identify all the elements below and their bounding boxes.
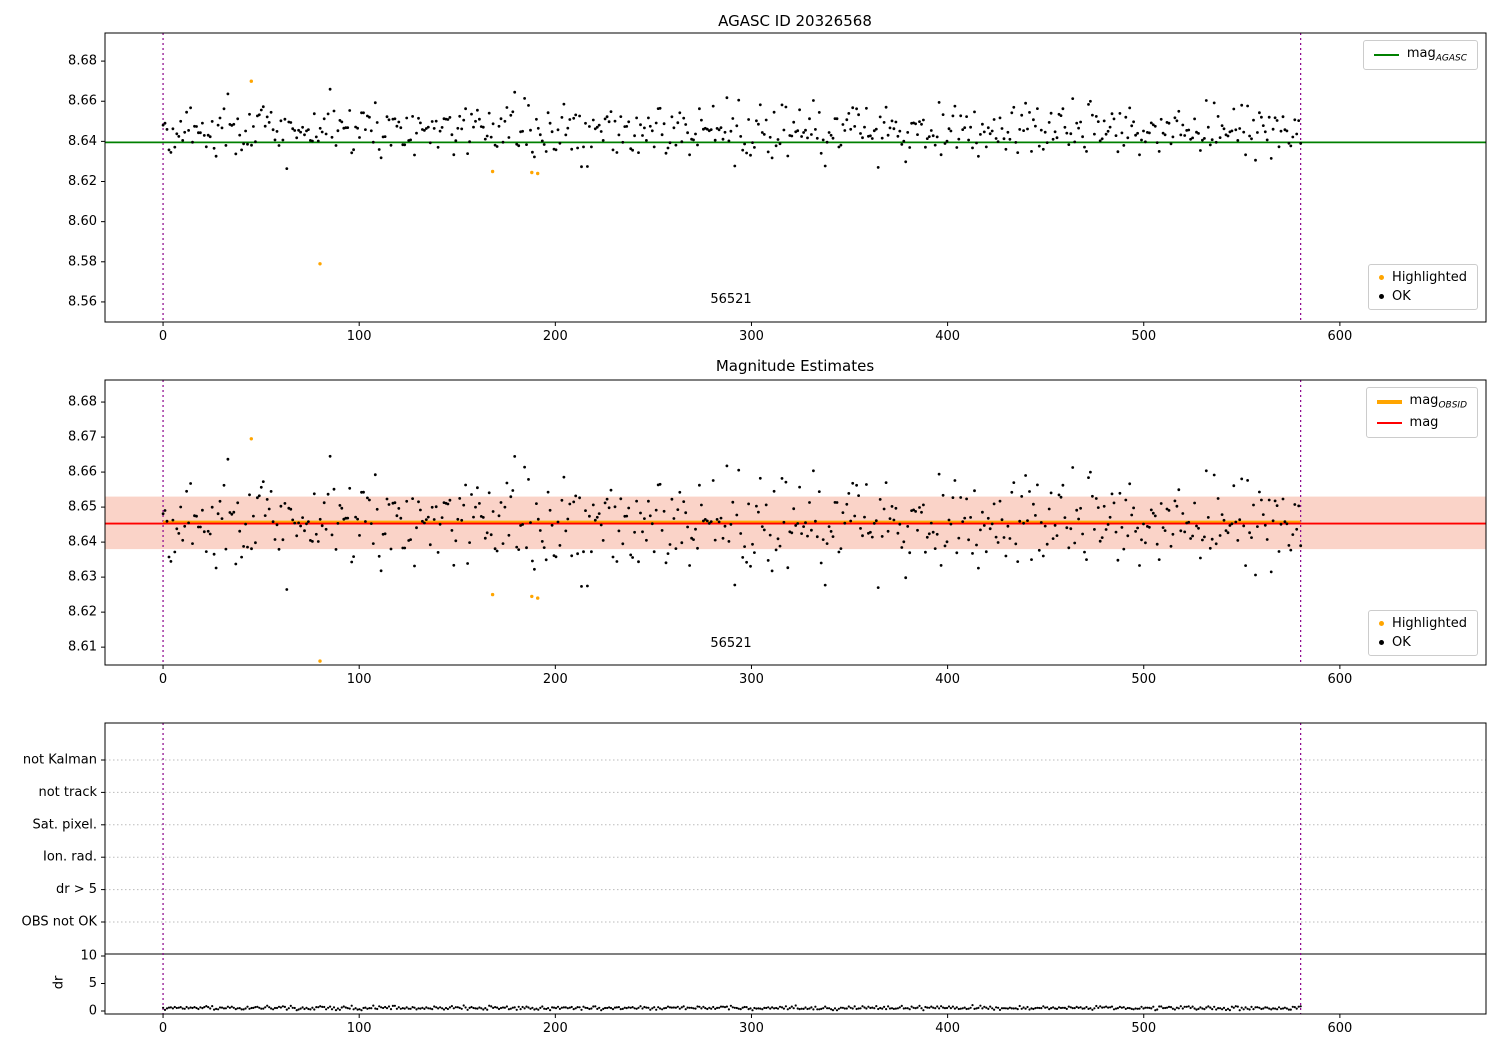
svg-text:600: 600 bbox=[1327, 329, 1352, 344]
svg-text:not Kalman: not Kalman bbox=[23, 753, 97, 768]
red-line-swatch bbox=[1376, 422, 1402, 425]
svg-text:8.64: 8.64 bbox=[68, 535, 97, 550]
orange-dot-swatch bbox=[1379, 621, 1385, 626]
svg-text:100: 100 bbox=[347, 1021, 372, 1036]
svg-text:dr > 5: dr > 5 bbox=[56, 882, 97, 897]
svg-text:8.65: 8.65 bbox=[68, 500, 97, 515]
svg-text:8.58: 8.58 bbox=[68, 254, 97, 269]
legend-label: OK bbox=[1392, 289, 1411, 304]
svg-text:0: 0 bbox=[159, 329, 167, 344]
legend-label-sub: AGASC bbox=[1435, 53, 1467, 64]
legend-item-highlighted: Highlighted bbox=[1379, 616, 1467, 631]
svg-text:300: 300 bbox=[739, 329, 764, 344]
ok-scatter-points bbox=[161, 454, 1303, 591]
svg-text:300: 300 bbox=[739, 1021, 764, 1036]
obsid-annotation-plot1: 56521 bbox=[710, 292, 752, 307]
plot-frame bbox=[104, 722, 1487, 1015]
svg-text:Sat. pixel.: Sat. pixel. bbox=[33, 817, 97, 832]
svg-text:600: 600 bbox=[1327, 1021, 1352, 1036]
svg-text:500: 500 bbox=[1131, 329, 1156, 344]
legend-label: magAGASC bbox=[1407, 46, 1467, 64]
svg-text:8.66: 8.66 bbox=[68, 94, 97, 109]
svg-text:200: 200 bbox=[543, 1021, 568, 1036]
plot-frame bbox=[104, 32, 1487, 323]
obsid-annotation-plot2: 56521 bbox=[710, 636, 752, 651]
plot1-title: AGASC ID 20326568 bbox=[718, 12, 872, 30]
black-dot-swatch bbox=[1379, 294, 1385, 299]
legend-plot2-markers: Highlighted OK bbox=[1368, 610, 1478, 656]
legend-label-main: mag bbox=[1409, 393, 1439, 408]
legend-label-main: mag bbox=[1409, 414, 1439, 430]
svg-text:0: 0 bbox=[159, 672, 167, 687]
svg-text:8.60: 8.60 bbox=[68, 214, 97, 229]
svg-text:600: 600 bbox=[1327, 672, 1352, 687]
svg-text:8.67: 8.67 bbox=[68, 430, 97, 445]
svg-text:8.56: 8.56 bbox=[68, 294, 97, 309]
svg-text:8.68: 8.68 bbox=[68, 395, 97, 410]
svg-text:5: 5 bbox=[89, 976, 97, 991]
legend-mag-agasc: magAGASC bbox=[1362, 40, 1478, 70]
svg-text:100: 100 bbox=[347, 672, 372, 687]
legend-item-mag: mag bbox=[1376, 415, 1467, 433]
legend-label-sub: OBSID bbox=[1438, 400, 1467, 411]
svg-text:8.62: 8.62 bbox=[68, 605, 97, 620]
legend-item-highlighted: Highlighted bbox=[1379, 270, 1467, 285]
svg-text:500: 500 bbox=[1131, 672, 1156, 687]
svg-text:8.68: 8.68 bbox=[68, 54, 97, 69]
svg-text:8.62: 8.62 bbox=[68, 174, 97, 189]
dr-scatter-points bbox=[162, 1004, 1302, 1012]
svg-text:300: 300 bbox=[739, 672, 764, 687]
legend-item-mag-agasc: magAGASC bbox=[1373, 46, 1467, 64]
legend-mag-lines: magOBSID mag bbox=[1365, 387, 1478, 439]
svg-text:200: 200 bbox=[543, 329, 568, 344]
legend-item-mag-obsid: magOBSID bbox=[1376, 393, 1467, 411]
svg-text:8.64: 8.64 bbox=[68, 134, 97, 149]
ok-scatter-points bbox=[161, 87, 1303, 171]
svg-text:0: 0 bbox=[89, 1004, 97, 1019]
svg-text:10: 10 bbox=[80, 949, 97, 964]
svg-text:400: 400 bbox=[935, 329, 960, 344]
legend-plot1-markers: Highlighted OK bbox=[1368, 264, 1478, 310]
plot-frame bbox=[104, 379, 1487, 666]
svg-text:8.63: 8.63 bbox=[68, 570, 97, 585]
highlighted-scatter-points bbox=[249, 79, 540, 266]
svg-text:not track: not track bbox=[38, 785, 97, 800]
legend-label: OK bbox=[1392, 635, 1411, 650]
svg-text:8.61: 8.61 bbox=[68, 640, 97, 655]
green-line-swatch bbox=[1373, 53, 1399, 56]
dr-axis-label: dr bbox=[51, 975, 67, 990]
black-dot-swatch bbox=[1379, 640, 1385, 645]
svg-text:200: 200 bbox=[543, 672, 568, 687]
orange-dot-swatch bbox=[1379, 275, 1385, 280]
legend-label: magOBSID bbox=[1410, 393, 1467, 411]
svg-text:100: 100 bbox=[347, 329, 372, 344]
svg-text:0: 0 bbox=[159, 1021, 167, 1036]
orange-line-swatch bbox=[1376, 399, 1402, 404]
svg-text:400: 400 bbox=[935, 1021, 960, 1036]
legend-item-ok: OK bbox=[1379, 635, 1467, 650]
svg-text:OBS not OK: OBS not OK bbox=[22, 915, 98, 930]
svg-text:Ion. rad.: Ion. rad. bbox=[43, 850, 97, 865]
legend-item-ok: OK bbox=[1379, 289, 1467, 304]
legend-label: mag bbox=[1410, 415, 1439, 433]
highlighted-scatter-points bbox=[249, 437, 540, 663]
legend-label: Highlighted bbox=[1392, 270, 1467, 285]
svg-text:400: 400 bbox=[935, 672, 960, 687]
svg-text:500: 500 bbox=[1131, 1021, 1156, 1036]
legend-label-main: mag bbox=[1406, 46, 1436, 61]
plot2-title: Magnitude Estimates bbox=[715, 357, 875, 375]
svg-text:8.66: 8.66 bbox=[68, 465, 97, 480]
legend-label: Highlighted bbox=[1392, 616, 1467, 631]
